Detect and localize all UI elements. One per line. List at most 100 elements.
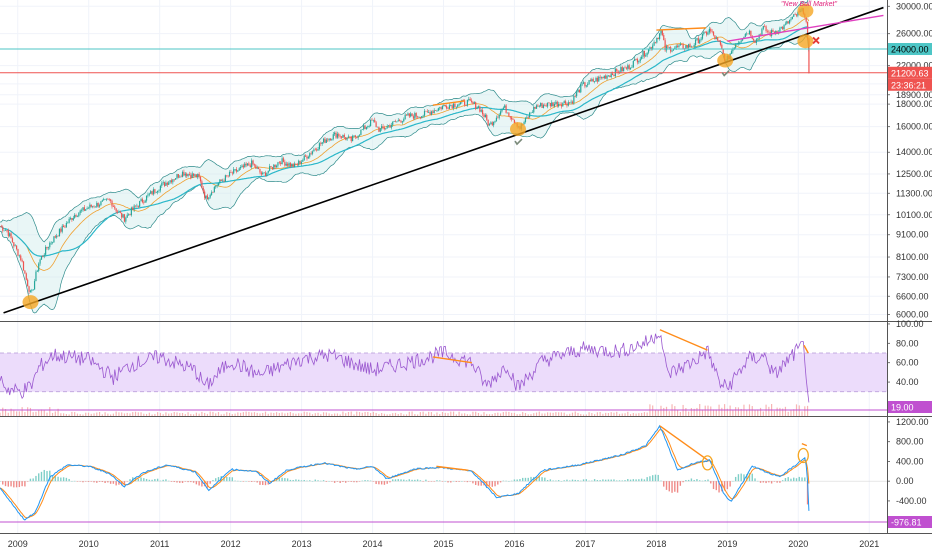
candle-body	[183, 171, 185, 176]
volume-bar	[607, 412, 610, 416]
trendline[interactable]	[727, 14, 884, 42]
moving-average-line	[0, 18, 810, 271]
candle-body	[130, 207, 132, 216]
macd-value-tag[interactable]: -976.81	[888, 516, 932, 528]
highlight-circle[interactable]	[797, 3, 814, 18]
macd-histogram-bar	[773, 481, 776, 482]
candle-body	[235, 169, 238, 172]
macd-highlight-circle[interactable]	[701, 455, 714, 471]
candle-body	[509, 116, 511, 118]
macd-trendline[interactable]	[436, 465, 469, 472]
candle-body	[292, 163, 294, 168]
candle-body	[212, 192, 214, 193]
trendline[interactable]	[3, 6, 884, 314]
price-pane[interactable]	[0, 0, 887, 533]
trendline[interactable]	[656, 27, 707, 31]
volume-bar	[646, 412, 648, 416]
candle-body	[455, 106, 457, 108]
volume-bar	[204, 412, 206, 416]
check-mark-icon	[514, 138, 523, 146]
macd-histogram-bar	[289, 479, 292, 482]
volume-bar	[768, 406, 770, 416]
macd-histogram-bar	[223, 477, 225, 482]
rsi-value-tag[interactable]: 19.00	[888, 401, 932, 413]
candle-body	[20, 255, 22, 261]
macd-histogram-bar	[416, 479, 419, 482]
candle-body	[690, 46, 693, 48]
candle-body	[663, 35, 665, 41]
volume-bar	[300, 413, 303, 416]
candle-body	[184, 173, 186, 176]
highlight-circle[interactable]	[797, 34, 814, 49]
x-tick-label: 2015	[433, 539, 453, 549]
volume-bar	[480, 414, 482, 416]
price-scale[interactable]: 30000.0026000.0022000.0020000.0018900.00…	[887, 1, 932, 528]
candle-body	[479, 106, 481, 112]
macd-pane[interactable]	[0, 424, 887, 523]
volume-bar	[475, 411, 477, 416]
macd-highlight-circle[interactable]	[797, 447, 809, 464]
volume-bar	[430, 412, 433, 416]
candle-body	[349, 136, 351, 138]
macd-histogram-bar	[458, 481, 460, 482]
y-tick-label: 11300.00	[896, 188, 932, 198]
y-tick-label: 14000.00	[896, 147, 932, 157]
volume-bar	[367, 411, 369, 416]
rsi-value-tag-text: 19.00	[891, 403, 914, 413]
rsi-trendline[interactable]	[803, 344, 809, 354]
macd-trendline[interactable]	[659, 425, 708, 461]
candle-body	[623, 67, 625, 72]
last-price-tag[interactable]: 21200.63	[888, 66, 932, 79]
highlight-circle[interactable]	[717, 53, 734, 68]
highlight-circle[interactable]	[22, 295, 39, 310]
volume-bar	[632, 413, 634, 416]
candle-body	[226, 175, 228, 176]
candle-body	[544, 105, 546, 106]
candle-body	[299, 160, 301, 165]
candle-body	[115, 208, 117, 212]
rsi-trendline[interactable]	[659, 329, 708, 351]
candle-body	[650, 47, 652, 49]
highlight-circle[interactable]	[510, 122, 527, 137]
macd-histogram-bar	[43, 469, 45, 482]
volume-bar	[38, 410, 40, 416]
candle-body	[353, 135, 355, 137]
candle-body	[177, 174, 179, 178]
volume-bar	[381, 412, 383, 416]
macd-histogram-bar	[588, 480, 590, 482]
candle-body	[173, 179, 175, 181]
macd-histogram-bar	[616, 480, 618, 482]
trendline[interactable]	[432, 100, 465, 106]
rsi-trendline[interactable]	[432, 356, 472, 364]
level-24000-tag[interactable]: 24000.00	[888, 43, 932, 56]
macd-histogram-bar	[356, 481, 358, 483]
candle-body	[255, 165, 257, 169]
macd-trendline[interactable]	[801, 443, 808, 447]
candle-body	[780, 26, 782, 28]
macd-histogram-bar	[278, 477, 281, 482]
pane-dividers[interactable]	[0, 0, 932, 534]
candle-body	[746, 33, 748, 35]
candle-body	[581, 83, 583, 85]
candle-body	[222, 180, 224, 182]
bollinger-upper-line	[0, 0, 809, 243]
macd-histogram-bar	[24, 481, 26, 487]
volume-bar	[107, 413, 109, 416]
y-tick-label: 16000.00	[896, 122, 932, 132]
macd-histogram-bar	[49, 470, 51, 482]
rsi-pane[interactable]	[0, 329, 887, 416]
candle-body	[790, 19, 792, 21]
candle-body	[53, 236, 55, 243]
candle-body	[632, 61, 634, 68]
macd-histogram-bar	[400, 479, 402, 482]
candle-body	[78, 213, 80, 217]
candle-body	[25, 273, 27, 280]
countdown-tag[interactable]: 23:36:21	[888, 78, 932, 91]
volume-bar	[317, 412, 319, 416]
volume-bar	[618, 413, 621, 416]
volume-bar	[436, 412, 438, 416]
macd-histogram-bar	[455, 481, 458, 482]
candle-body	[197, 173, 199, 178]
candle-body	[101, 200, 103, 202]
